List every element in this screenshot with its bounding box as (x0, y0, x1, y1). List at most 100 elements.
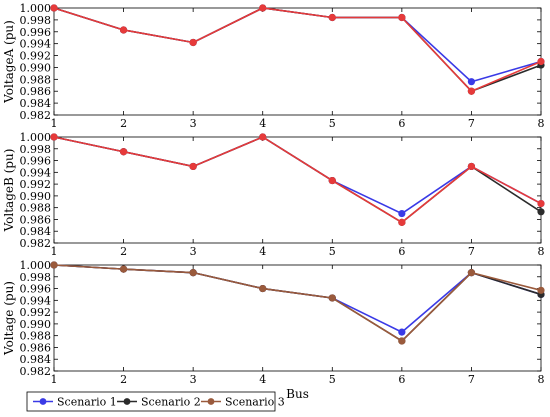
data-point (328, 13, 336, 22)
x-tick-label: 8 (538, 373, 545, 386)
y-tick-label: 0.988 (20, 73, 52, 86)
y-tick-label: 0.992 (20, 306, 52, 319)
y-tick-label: 0.996 (20, 283, 52, 296)
x-tick-label: 4 (259, 117, 266, 130)
data-point (50, 261, 58, 269)
y-tick-label: 0.992 (20, 178, 52, 191)
series-line (53, 7, 542, 83)
y-tick-label: 0.996 (20, 26, 52, 39)
series-line (53, 136, 542, 224)
y-tick-label: 0.994 (20, 38, 52, 51)
x-tick-label: 8 (538, 245, 545, 258)
legend-box (26, 391, 276, 412)
data-point (259, 284, 267, 293)
legend-marker (39, 398, 47, 405)
x-tick-label: 5 (329, 245, 336, 258)
x-tick-label: 6 (398, 117, 405, 130)
series-scenario-1 (50, 133, 545, 218)
y-tick-label: 0.992 (20, 50, 52, 63)
x-tick-label: 4 (259, 373, 266, 386)
y-tick-label: 0.986 (20, 213, 52, 226)
y-tick-label: 1.000 (20, 131, 52, 144)
x-tick-label: 1 (51, 117, 58, 130)
y-tick-label: 1.000 (20, 259, 52, 272)
data-point (467, 78, 476, 86)
data-point (50, 133, 58, 141)
x-tick-label: 6 (398, 373, 405, 386)
x-tick-label: 1 (51, 373, 58, 386)
data-point (537, 199, 545, 208)
series-scenario-3 (50, 4, 545, 95)
x-tick-label: 3 (190, 245, 197, 258)
legend-label: Scenario 3 (225, 396, 285, 409)
y-tick-label: 0.986 (20, 341, 52, 354)
y-tick-label: 0.994 (20, 294, 52, 307)
x-tick-label: 5 (329, 117, 336, 130)
x-tick-label: 3 (190, 373, 197, 386)
y-tick-label: 0.998 (20, 271, 52, 284)
x-tick-label: 8 (538, 117, 545, 130)
data-point (398, 218, 406, 226)
y-tick-label: 0.990 (20, 61, 52, 74)
series-scenario-3 (50, 133, 545, 226)
legend-marker (207, 398, 215, 405)
data-point (467, 87, 476, 95)
data-point (119, 148, 128, 156)
x-tick-label: 2 (120, 117, 127, 130)
legend-label: Scenario 2 (141, 396, 201, 409)
y-tick-label: 0.982 (20, 237, 52, 250)
chart-panels: 0.9820.9840.9860.9880.9900.9920.9940.996… (2, 2, 545, 401)
x-tick-label: 6 (398, 245, 405, 258)
x-tick-label: 4 (259, 245, 266, 258)
plot-frame (53, 264, 542, 372)
series-line (53, 136, 542, 215)
data-point (119, 26, 128, 34)
y-tick-label: 0.984 (20, 97, 52, 110)
data-point (189, 162, 197, 171)
y-axis-label: VoltageB (pu) (2, 149, 16, 233)
legend-item-3: Scenario 3 (201, 396, 285, 409)
y-tick-label: 0.994 (20, 166, 52, 179)
series-scenario-1 (50, 4, 545, 86)
y-tick-label: 0.990 (20, 318, 52, 331)
data-point (537, 286, 545, 294)
y-tick-label: 0.986 (20, 85, 52, 98)
x-tick-label: 7 (468, 117, 475, 130)
y-tick-label: 0.998 (20, 14, 52, 27)
data-point (189, 38, 197, 47)
data-point (259, 4, 267, 12)
data-point (398, 13, 406, 22)
data-point (398, 337, 406, 345)
y-tick-label: 0.996 (20, 155, 52, 168)
data-point (467, 162, 476, 171)
series-line (53, 7, 542, 93)
data-point (537, 208, 545, 216)
plot-frame (53, 7, 542, 116)
data-point (259, 133, 267, 141)
data-point (398, 328, 406, 336)
legend-item-2: Scenario 2 (117, 396, 201, 409)
x-tick-label: 2 (120, 373, 127, 386)
y-tick-label: 0.982 (20, 109, 52, 122)
chart-panel-1: 0.9820.9840.9860.9880.9900.9920.9940.996… (2, 2, 545, 130)
x-tick-label: 2 (120, 245, 127, 258)
y-tick-label: 0.984 (20, 353, 52, 366)
y-tick-label: 1.000 (20, 2, 52, 15)
data-point (537, 57, 545, 66)
y-tick-label: 0.990 (20, 190, 52, 203)
data-point (328, 294, 336, 302)
y-tick-label: 0.984 (20, 225, 52, 238)
x-axis-label: Bus (286, 387, 309, 401)
legend: Scenario 1 Scenario 2 Scenario 3 (26, 391, 285, 412)
y-tick-label: 0.982 (20, 365, 52, 378)
data-point (189, 269, 197, 277)
data-point (50, 4, 58, 12)
y-axis-label: Voltage (pu) (2, 281, 16, 356)
legend-marker (123, 398, 131, 405)
data-point (119, 265, 128, 273)
series-scenario-2 (50, 133, 545, 226)
y-axis-label: VoltageA (pu) (2, 20, 16, 104)
x-tick-label: 3 (190, 117, 197, 130)
y-tick-label: 0.988 (20, 202, 52, 215)
